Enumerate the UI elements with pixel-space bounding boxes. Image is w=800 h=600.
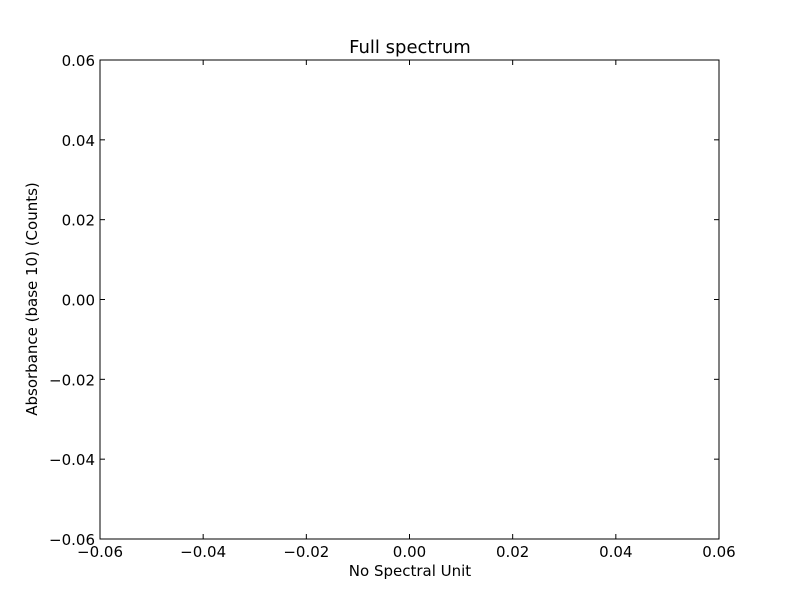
plot-area <box>99 59 720 540</box>
y-tick-label: 0.02 <box>62 212 95 230</box>
x-axis-label: No Spectral Unit <box>349 562 472 580</box>
x-tick-label: −0.02 <box>283 543 329 561</box>
y-tick-label: 0.04 <box>62 132 95 150</box>
x-tick-label: −0.04 <box>180 543 226 561</box>
y-tick-label: −0.02 <box>49 371 95 389</box>
y-tick-label: −0.06 <box>49 531 95 549</box>
y-tick-label: 0.06 <box>62 52 95 70</box>
x-tick-label: 0.06 <box>702 543 735 561</box>
y-tick-label: −0.04 <box>49 451 95 469</box>
chart-title: Full spectrum <box>349 37 471 58</box>
y-axis-label: Absorbance (base 10) (Counts) <box>23 182 41 416</box>
x-tick-label: 0.04 <box>599 543 632 561</box>
x-axis-ticks: −0.06 −0.04 −0.02 0.00 0.02 0.04 0.06 <box>77 60 736 561</box>
x-tick-label: −0.06 <box>77 543 123 561</box>
y-tick-label: 0.00 <box>62 292 95 310</box>
x-tick-label: 0.02 <box>496 543 529 561</box>
y-axis-ticks: −0.06 −0.04 −0.02 0.00 0.02 0.04 0.06 <box>49 52 719 549</box>
x-tick-label: 0.00 <box>393 543 426 561</box>
